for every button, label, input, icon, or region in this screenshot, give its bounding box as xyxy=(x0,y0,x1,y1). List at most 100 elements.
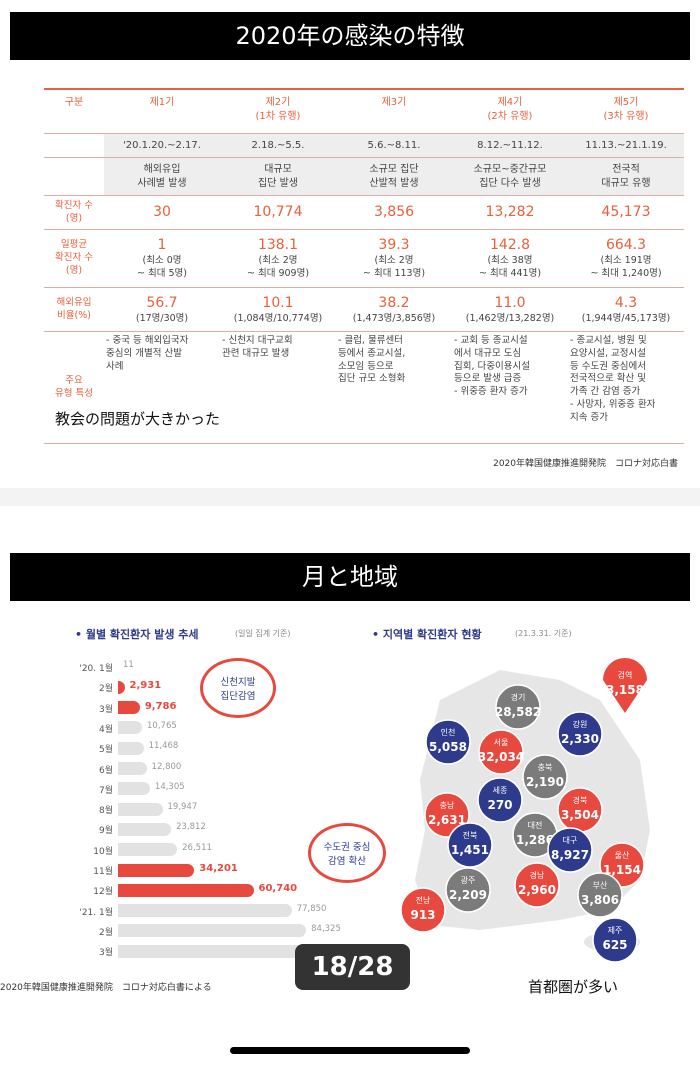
bar xyxy=(118,680,125,694)
table-cell: 30 xyxy=(104,195,220,230)
y-tick-label: 2월 xyxy=(98,927,113,938)
table-cell: 13,282 xyxy=(452,195,568,230)
y-tick-label: 9월 xyxy=(98,826,113,837)
annotation: 신천지발 집단감염 xyxy=(200,658,276,718)
region-bubble xyxy=(447,822,493,868)
region-bubble xyxy=(547,827,593,873)
region-bubble xyxy=(592,917,638,963)
cell-value: 664.3 xyxy=(605,237,647,254)
cell-detail: (최소 2명 ~ 최대 909명) xyxy=(246,255,310,279)
region-value: 8,927 xyxy=(551,848,589,862)
region-value: 3,806 xyxy=(581,893,619,907)
region-bubble xyxy=(495,684,541,730)
region-value: 1,286 xyxy=(516,833,554,847)
table-cell: 56.7 (17명/30명) xyxy=(104,287,220,332)
table-cell: 해외유입 사례별 발생 xyxy=(104,157,220,196)
region-name: 대구 xyxy=(563,836,578,845)
table-cell: - 클럽, 물류센터 등에서 종교시설, 소모임 등으로 집단 규모 소형화 xyxy=(336,331,452,444)
pin xyxy=(603,658,647,713)
bar xyxy=(118,822,172,836)
table-cell: - 교회 등 종교시설 에서 대규모 도심 집회, 다중이용시설 등으로 발생 … xyxy=(452,331,568,444)
table-cell: 4.3 (1,944명/45,173명) xyxy=(568,287,684,332)
home-indicator xyxy=(230,1047,470,1054)
region-name: 부산 xyxy=(593,880,608,890)
table-cell: 11.0 (1,462명/13,282명) xyxy=(452,287,568,332)
bar xyxy=(118,762,147,775)
bar xyxy=(118,843,178,857)
region-value: 28,582 xyxy=(495,705,541,719)
y-tick-label: '20. 1월 xyxy=(79,664,113,674)
data-label: 34,201 xyxy=(199,863,238,874)
table-cell: 142.8 (최소 38명 ~ 최대 441명) xyxy=(452,229,568,288)
cell-value: 142.8 xyxy=(489,237,531,254)
bar xyxy=(118,721,143,735)
data-label: 14,305 xyxy=(154,781,185,792)
cell-detail: (최소 38명 ~ 최대 441명) xyxy=(478,255,542,279)
region-name: 세종 xyxy=(493,786,508,795)
table-cell: 해외유입 비율(%) xyxy=(44,287,104,332)
table-cell: 3,856 xyxy=(336,195,452,230)
bar xyxy=(118,782,150,796)
table-cell: 10.1 (1,084명/10,774명) xyxy=(220,287,336,332)
y-tick-label: 12월 xyxy=(93,887,113,898)
table-row: 해외유입 비율(%) 56.7 (17명/30명) 10.1 (1,084명/10,77… xyxy=(44,287,684,332)
table-row: '20.1.20.~2.17. 2.18.~5.5. 5.6.~8.11. 8.12.… xyxy=(44,133,684,158)
y-tick-label: 11월 xyxy=(93,867,113,877)
y-tick-label: 8월 xyxy=(98,806,113,817)
cell-detail: (17명/30명) xyxy=(135,312,189,324)
cell-value: 138.1 xyxy=(257,237,299,254)
cell-detail: (1,473명/3,856명) xyxy=(352,312,436,324)
cell-detail: (1,944명/45,173명) xyxy=(581,312,671,324)
data-label: 11 xyxy=(123,660,134,670)
region-name: 경기 xyxy=(511,692,526,702)
region-bubble xyxy=(400,887,446,933)
cell-value: 56.7 xyxy=(146,294,178,311)
region-name: 대전 xyxy=(528,820,543,830)
table-cell: 일평균 확진자 수 (명) xyxy=(44,229,104,288)
table-cell: '20.1.20.~2.17. xyxy=(104,133,220,158)
y-tick-label: 3월 xyxy=(98,948,113,959)
table-cell: 2.18.~5.5. xyxy=(220,133,336,158)
header-cell: 제2기 (1차 유행) xyxy=(220,88,336,134)
region-value: 2,190 xyxy=(526,775,564,789)
cell-value: 11.0 xyxy=(494,294,526,311)
table-cell: 45,173 xyxy=(568,195,684,230)
data-label: 77,850 xyxy=(296,903,327,914)
bar xyxy=(118,883,254,897)
region-bubble xyxy=(425,719,471,765)
y-tick-label: 4월 xyxy=(98,724,113,735)
slide-title: 2020年の感染の特徴 xyxy=(10,12,690,60)
region-name: 서울 xyxy=(494,738,509,747)
region-value: 2,631 xyxy=(428,813,466,827)
slide-title: 月と地域 xyxy=(10,553,690,601)
region-name: 충북 xyxy=(538,763,553,772)
header-cell: 제4기 (2차 유행) xyxy=(452,88,568,134)
header-cell: 제5기 (3차 유행) xyxy=(568,88,684,134)
header-row: 구분 제1기 제2기 (1차 유행) 제3기 제4기 (2차 유행) 제5기 (3차 유행… xyxy=(44,88,684,134)
cell-detail: (최소 0명 ~ 최대 5명) xyxy=(137,255,187,279)
y-tick-label: 2월 xyxy=(98,684,113,695)
map-subtitle: (21.3.31. 기준) xyxy=(515,629,572,638)
region-name: 경남 xyxy=(530,870,545,880)
bar xyxy=(118,741,144,755)
region-name: 강원 xyxy=(573,719,588,729)
y-tick-label: 10월 xyxy=(93,846,113,857)
cell-value: 10.1 xyxy=(262,294,294,311)
table-cell: 대규모 집단 발생 xyxy=(220,157,336,196)
region-name: 울산 xyxy=(615,850,630,860)
region-value: 5,058 xyxy=(429,740,467,754)
table-cell: 전국적 대규모 유행 xyxy=(568,157,684,196)
table-row: 일평균 확진자 수 (명) 1 (최소 0명 ~ 최대 5명) 138.1 (최소 2명… xyxy=(44,229,684,288)
region-name: 경북 xyxy=(573,795,588,805)
separator xyxy=(0,488,700,506)
region-bubble xyxy=(522,754,568,800)
table-cell: 소규모~중간규모 집단 다수 발생 xyxy=(452,157,568,196)
chart-title: • 월별 확진환자 발생 추세 xyxy=(75,628,199,641)
table-cell: 1 (최소 0명 ~ 최대 5명) xyxy=(104,229,220,288)
bar xyxy=(118,802,163,816)
region-value: 270 xyxy=(487,798,512,812)
region-value: 913 xyxy=(410,908,435,922)
